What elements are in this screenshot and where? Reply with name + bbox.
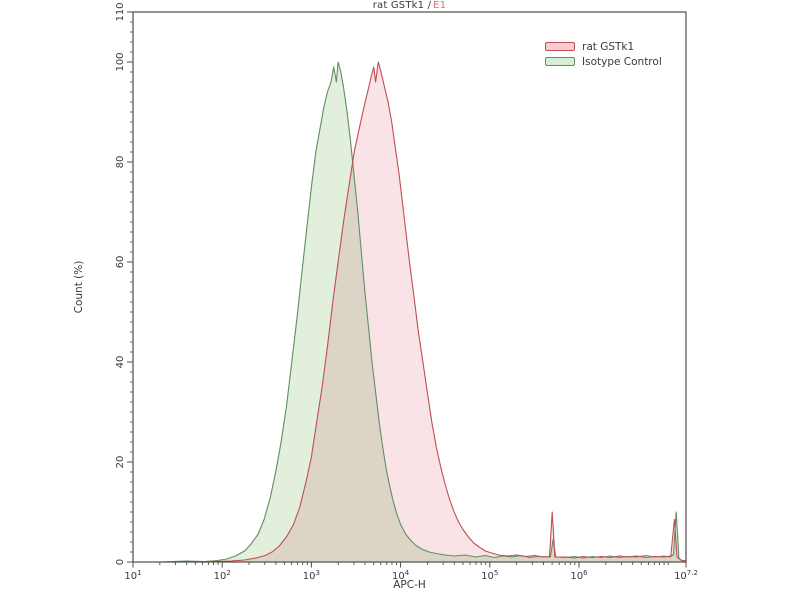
y-tick-label: 40: [115, 356, 126, 369]
x-tick-label: 106: [570, 569, 588, 582]
y-tick-label: 20: [115, 456, 126, 469]
histogram-curve-control: [132, 61, 687, 563]
y-tick-label: 80: [115, 156, 126, 169]
chart-title-highlight: E1: [433, 0, 447, 11]
legend-label-isotype-control: Isotype Control: [582, 55, 662, 68]
legend-item: Isotype Control: [545, 55, 662, 68]
legend-item: rat GSTk1: [545, 40, 662, 53]
legend-swatch-isotype-control: [545, 57, 575, 66]
y-tick-label: 0: [115, 559, 126, 565]
legend-label-rat-gstk1: rat GSTk1: [582, 40, 635, 53]
x-tick-label: 101: [124, 569, 141, 582]
chart-title: rat GSTk1 /E1: [133, 0, 686, 12]
legend-swatch-rat-gstk1: [545, 42, 575, 51]
histogram-curve-sample: [132, 61, 687, 563]
x-tick-label: 103: [303, 569, 320, 582]
x-tick-label: 105: [481, 569, 498, 582]
y-tick-label: 110: [115, 2, 126, 21]
y-tick-label: 60: [115, 256, 126, 269]
chart-title-main: rat GSTk1 /: [372, 0, 432, 11]
plot-frame: [132, 11, 687, 563]
legend: rat GSTk1 Isotype Control: [545, 40, 662, 70]
x-tick-label: 107.2: [674, 569, 698, 582]
histogram-area-sample: [133, 62, 686, 562]
y-axis-label: Count (%): [73, 260, 85, 314]
x-tick-label: 104: [392, 569, 410, 582]
x-tick-label: 102: [214, 569, 231, 582]
y-tick-label: 100: [115, 52, 126, 71]
x-axis-label: APC-H: [393, 579, 426, 591]
